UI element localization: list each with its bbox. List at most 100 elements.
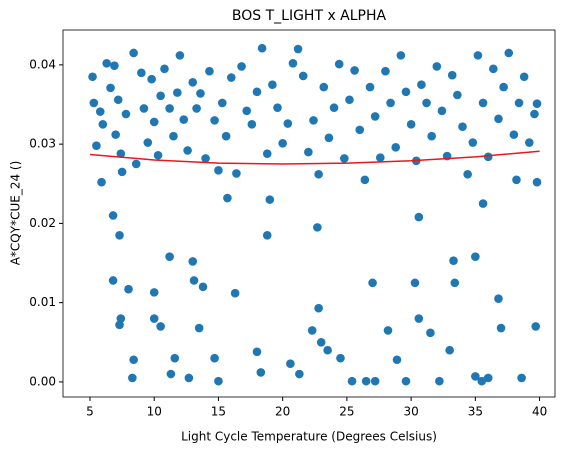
point xyxy=(483,152,493,162)
point xyxy=(149,314,159,323)
x-tick-label: 10 xyxy=(147,405,162,419)
point xyxy=(108,211,118,220)
x-tick-label: 15 xyxy=(211,405,226,419)
point xyxy=(365,82,375,92)
point xyxy=(147,74,156,84)
point xyxy=(97,177,106,187)
point xyxy=(262,230,272,240)
point xyxy=(401,376,411,386)
point xyxy=(532,99,542,109)
fit-line xyxy=(89,150,540,165)
point xyxy=(139,104,149,113)
point xyxy=(437,106,447,116)
point xyxy=(514,98,524,108)
point xyxy=(401,87,411,97)
x-tick-label: 35 xyxy=(468,405,483,419)
point xyxy=(449,256,458,265)
y-tick-label: 0.04 xyxy=(29,57,56,71)
point xyxy=(530,109,539,119)
point xyxy=(509,130,519,139)
point xyxy=(242,106,251,116)
point xyxy=(115,230,124,240)
x-tick-label: 25 xyxy=(339,405,354,419)
point xyxy=(102,58,111,68)
point xyxy=(383,326,393,335)
point xyxy=(499,82,508,92)
point xyxy=(184,373,194,383)
point xyxy=(129,355,138,365)
point xyxy=(92,141,101,151)
point xyxy=(110,61,119,70)
point xyxy=(329,103,339,112)
point xyxy=(324,133,334,143)
point xyxy=(334,59,344,69)
point xyxy=(435,376,444,386)
point xyxy=(453,90,462,100)
point xyxy=(214,166,223,175)
point xyxy=(340,154,349,163)
point xyxy=(95,107,105,116)
point xyxy=(226,73,236,82)
point xyxy=(265,195,275,204)
point xyxy=(496,323,506,333)
point xyxy=(129,48,138,58)
point xyxy=(531,322,541,331)
point xyxy=(414,212,424,222)
point xyxy=(494,114,503,124)
point xyxy=(307,326,317,335)
point xyxy=(432,62,442,71)
point xyxy=(143,138,153,147)
point xyxy=(392,355,402,365)
point xyxy=(406,120,416,129)
point xyxy=(137,68,146,78)
point xyxy=(375,153,385,162)
point xyxy=(422,98,431,108)
point xyxy=(471,372,480,381)
point xyxy=(166,369,176,379)
point xyxy=(445,345,454,355)
point xyxy=(257,43,267,53)
point xyxy=(268,80,277,89)
point xyxy=(192,104,201,113)
point xyxy=(525,138,534,147)
point xyxy=(473,51,483,60)
point xyxy=(179,115,189,124)
point xyxy=(121,109,131,119)
point xyxy=(381,66,390,76)
point xyxy=(89,98,99,108)
point xyxy=(108,276,118,285)
point xyxy=(117,167,127,177)
point xyxy=(273,103,282,112)
y-axis-label: A*CQY*CUE_24 () xyxy=(9,161,23,266)
point xyxy=(288,58,298,68)
point xyxy=(210,116,219,125)
point xyxy=(165,104,174,113)
point xyxy=(298,71,308,81)
point xyxy=(188,257,198,266)
point xyxy=(519,72,529,82)
point xyxy=(196,89,205,98)
y-tick-label: 0.02 xyxy=(29,216,56,230)
point xyxy=(336,353,345,363)
point xyxy=(396,51,406,60)
point xyxy=(106,83,115,93)
y-tick-label: 0.03 xyxy=(29,137,56,151)
point xyxy=(149,288,159,297)
point xyxy=(450,278,460,288)
x-tick-label: 5 xyxy=(86,405,94,419)
point xyxy=(426,328,435,338)
point xyxy=(316,338,326,347)
point xyxy=(295,369,304,379)
point xyxy=(188,78,198,87)
point xyxy=(370,376,380,386)
point xyxy=(115,320,124,330)
x-axis-label: Light Cycle Temperature (Degrees Celsius… xyxy=(181,430,437,444)
point xyxy=(512,175,521,185)
point xyxy=(477,376,487,386)
x-tick-label: 20 xyxy=(275,405,290,419)
point xyxy=(391,143,401,152)
point xyxy=(483,373,493,383)
point xyxy=(252,347,262,357)
point xyxy=(173,88,182,97)
